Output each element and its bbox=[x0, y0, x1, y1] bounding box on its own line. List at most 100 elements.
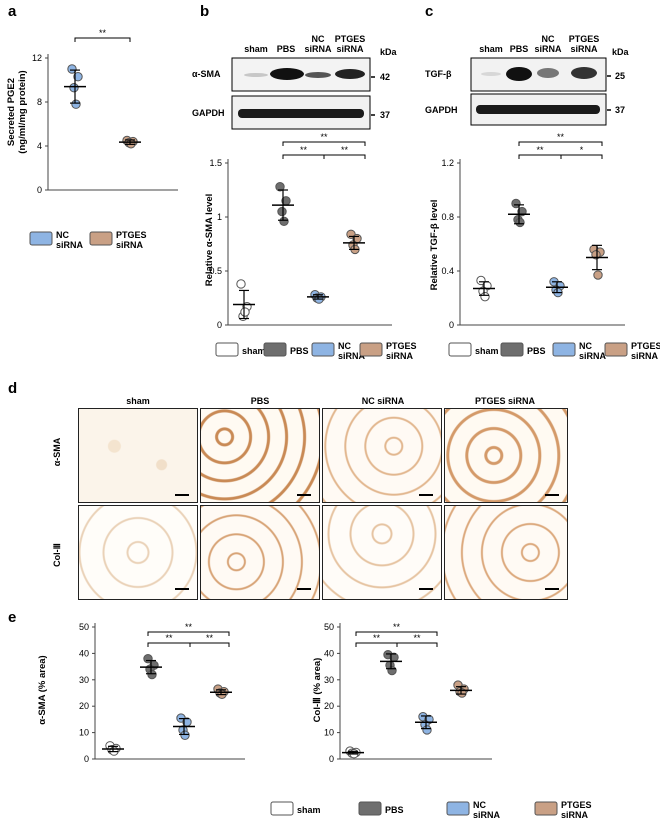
sig-bracket bbox=[355, 631, 438, 636]
panel-a-ylabel-1: Secreted PGE2 bbox=[6, 78, 17, 146]
legend-a-label: NC bbox=[56, 230, 69, 240]
legend-b-label: siRNA bbox=[338, 351, 366, 361]
chart-b: 0 0.5 1 1.5 ** ** ** bbox=[209, 132, 392, 330]
chart-e-right: 0 10 20 30 40 50 ** ** ** bbox=[324, 622, 492, 764]
micrograph-asma-ptges bbox=[444, 408, 568, 503]
y-tick-label: 1.2 bbox=[441, 158, 454, 168]
panel-b-lane-4b: siRNA bbox=[336, 44, 364, 54]
y-tick-label: 30 bbox=[79, 675, 89, 685]
y-tick-label: 50 bbox=[79, 622, 89, 632]
legend-a-swatch bbox=[29, 231, 53, 246]
sig-bracket bbox=[560, 154, 603, 159]
panel-b-gapdh-band bbox=[238, 109, 364, 118]
panel-b-blot-1-kda: 42 bbox=[380, 72, 390, 82]
y-tick-label: 1.5 bbox=[209, 158, 222, 168]
sig-bracket bbox=[147, 631, 230, 636]
panel-letter-c: c bbox=[425, 3, 433, 20]
data-point bbox=[275, 182, 285, 192]
panel-c-lane-2: PBS bbox=[510, 44, 529, 54]
legend-b-label: siRNA bbox=[386, 351, 414, 361]
panel-c-blot-2-kda: 37 bbox=[615, 105, 625, 115]
micrograph-col3-sham bbox=[78, 505, 198, 600]
sig-bracket bbox=[396, 642, 438, 647]
sig-label: ** bbox=[393, 622, 401, 632]
y-tick-label: 8 bbox=[37, 97, 42, 107]
panel-letter-d: d bbox=[8, 380, 17, 397]
panel-b-band-ptges bbox=[335, 69, 365, 79]
sig-label: ** bbox=[413, 633, 421, 643]
y-tick-label: 0 bbox=[217, 320, 222, 330]
data-point bbox=[180, 730, 190, 740]
sig-label: * bbox=[580, 145, 584, 155]
sig-bracket bbox=[518, 154, 562, 159]
panel-b-lane-1: sham bbox=[244, 44, 268, 54]
y-tick-label: 40 bbox=[324, 648, 334, 658]
legend-e-swatch bbox=[270, 801, 294, 816]
data-point bbox=[476, 275, 486, 286]
legend-e-label: siRNA bbox=[473, 810, 501, 820]
data-point bbox=[67, 64, 77, 74]
data-point bbox=[147, 669, 157, 680]
legend-b-swatch bbox=[359, 342, 383, 357]
legend-b-label: PBS bbox=[290, 346, 309, 356]
y-tick-label: 10 bbox=[324, 728, 334, 738]
y-tick-label: 30 bbox=[324, 675, 334, 685]
y-tick-label: 0.4 bbox=[441, 266, 454, 276]
panel-c-blot: sham PBS NC siRNA PTGES siRNA kDa TGF-β … bbox=[425, 34, 630, 126]
panel-d-row-2: Col-Ⅲ bbox=[52, 543, 62, 567]
legend-e-label: NC bbox=[473, 800, 486, 810]
panel-d-col-3: NC siRNA bbox=[362, 396, 405, 406]
y-tick-label: 0 bbox=[84, 754, 89, 764]
panel-b-lane-3a: NC bbox=[312, 34, 325, 44]
panel-d-col-4: PTGES siRNA bbox=[475, 396, 536, 406]
legend-c-swatch bbox=[448, 342, 472, 357]
legend-b-label: sham bbox=[242, 346, 266, 356]
data-point bbox=[422, 725, 432, 735]
legend-c-label: PTGES bbox=[631, 341, 660, 351]
y-tick-label: 0 bbox=[329, 754, 334, 764]
sig-bracket bbox=[282, 154, 325, 159]
y-tick-label: 10 bbox=[79, 728, 89, 738]
sig-label: ** bbox=[341, 145, 349, 155]
panel-c-band-nc bbox=[537, 68, 559, 78]
y-tick-label: 12 bbox=[32, 53, 42, 63]
panel-b-blot-2-kda: 37 bbox=[380, 110, 390, 120]
data-point bbox=[69, 83, 79, 93]
y-tick-label: 40 bbox=[79, 648, 89, 658]
data-point bbox=[593, 270, 603, 280]
panel-c-blot-1-name: TGF-β bbox=[425, 69, 452, 79]
sig-bracket bbox=[74, 37, 131, 42]
legend-c-swatch bbox=[500, 342, 524, 357]
panel-b-band-nc bbox=[305, 72, 331, 78]
sig-label: ** bbox=[320, 132, 328, 142]
chart-a: 0 4 8 12 ** bbox=[32, 28, 178, 195]
legend-a-label: siRNA bbox=[116, 240, 144, 250]
panel-c-blot-1-kda: 25 bbox=[615, 71, 625, 81]
panel-c-lane-1: sham bbox=[479, 44, 503, 54]
chart-e-left: 0 10 20 30 40 50 ** ** ** bbox=[79, 622, 245, 764]
panel-c-band-pbs bbox=[506, 67, 532, 81]
micrograph-col3-ptges bbox=[444, 505, 568, 600]
panel-c-lane-3a: NC bbox=[542, 34, 555, 44]
panel-d-col-2: PBS bbox=[251, 396, 270, 406]
micrograph-asma-sham bbox=[78, 408, 198, 503]
panel-b-kda: kDa bbox=[380, 47, 398, 57]
panel-b-lane-3b: siRNA bbox=[304, 44, 332, 54]
sig-label: ** bbox=[536, 145, 544, 155]
legend-c-swatch bbox=[552, 342, 576, 357]
data-point bbox=[279, 216, 289, 227]
data-point bbox=[511, 198, 521, 209]
legend-c-label: sham bbox=[475, 346, 499, 356]
legend-b-label: NC bbox=[338, 341, 351, 351]
panel-c-kda: kDa bbox=[612, 47, 630, 57]
legend-b-swatch bbox=[311, 342, 335, 357]
legend-e-swatch bbox=[534, 801, 558, 816]
sig-bracket bbox=[189, 642, 230, 647]
y-tick-label: 0 bbox=[449, 320, 454, 330]
data-point bbox=[236, 279, 246, 289]
legend-c-label: NC bbox=[579, 341, 592, 351]
micrograph-asma-pbs bbox=[200, 408, 320, 503]
legend-c-swatch bbox=[604, 342, 628, 357]
legend-b-swatch bbox=[215, 342, 239, 357]
